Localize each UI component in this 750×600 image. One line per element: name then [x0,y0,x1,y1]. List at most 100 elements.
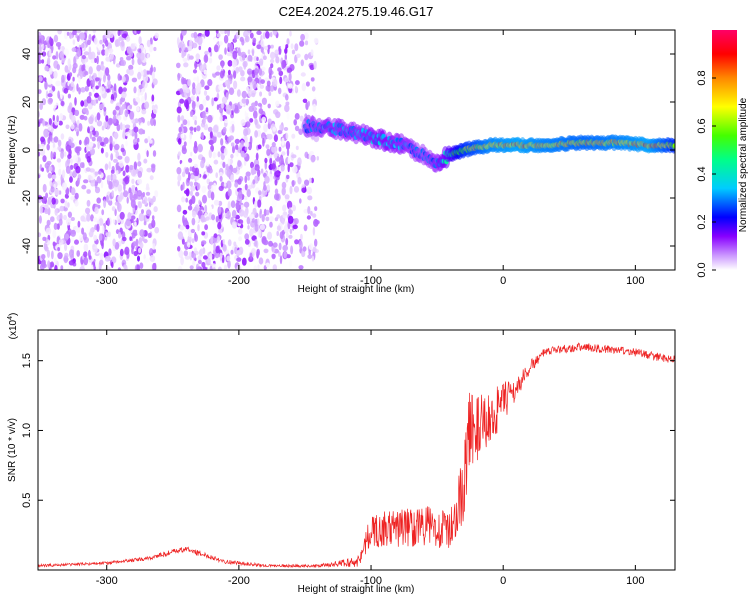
snr-panel: -300 -200 -100 0 100 0.5 1.0 1.5 Height of str… [7,313,676,595]
spectrogram-noise-blob [104,255,110,262]
spectrogram-noise-blob [233,70,237,79]
spectrogram-noise-blob [202,99,207,107]
spectrogram-noise-blob [146,150,149,158]
spectrogram-noise-blob [88,141,94,148]
spectrogram-noise-blob [184,255,191,260]
spectrogram-noise-blob [59,205,65,212]
snr-multiplier: (x104) [7,313,19,340]
spectrogram-noise-blob [244,30,251,36]
spectrogram-noise-blob [137,255,140,262]
spectrogram-noise-blob [188,55,194,60]
spectrogram-noise-blob [295,145,299,151]
spectrogram-noise-blob [102,35,106,40]
spectrogram-noise-blob [267,133,273,140]
spectrogram-noise-blob [316,156,319,161]
spectrogram-noise-blob [181,196,186,203]
spectrogram-noise-blob [204,204,208,214]
spectrogram-noise-blob [218,229,223,234]
spectrogram-noise-blob [144,92,147,101]
spectrogram-noise-blob [233,104,239,114]
spectrogram-noise-blob [181,238,185,245]
spectrogram-noise-blob [52,102,57,109]
spectrogram-noise-blob [146,167,152,173]
spectrogram-noise-blob [75,127,78,132]
spectrogram-noise-blob [66,31,70,36]
spectrogram-noise-blob [290,245,294,255]
spectrogram-noise-blob [48,67,53,75]
snr-x-label: Height of straight line (km) [298,584,415,595]
spectrogram-noise-blob [120,192,124,200]
spectrogram-noise-blob [71,115,76,123]
spectrogram-noise-blob [254,239,257,247]
spectrogram-noise-blob [296,53,301,59]
spectrogram-noise-blob [133,86,137,94]
spectrogram-noise-blob [110,173,114,182]
spectrogram-noise-blob [240,204,244,210]
spectrogram-noise-blob [39,43,42,52]
spectrogram-noise-blob [294,239,299,245]
spectrogram-noise-blob [275,56,280,64]
spectrogram-noise-blob [57,30,62,35]
spectrogram-noise-blob [309,177,312,183]
spectrogram-noise-blob [95,77,100,82]
spectrogram-noise-blob [143,158,148,164]
spectrogram-noise-blob [207,114,213,123]
spectrogram-noise-blob [67,264,72,270]
spectrogram-noise-blob [208,57,213,64]
spectrogram-noise-blob [39,102,43,110]
spectrogram-noise-blob [183,250,188,257]
spectrogram-noise-blob [91,79,95,88]
spectrogram-noise-blob [310,77,315,82]
spectrogram-noise-blob [63,206,68,212]
spectrogram-noise-blob [118,86,123,95]
spectrogram-noise-blob [136,217,139,226]
svg-text:(x104): (x104) [7,313,19,340]
spectrogram-noise-blob [40,148,46,157]
spectrogram-noise-blob [284,104,290,113]
spectrogram-noise-blob [189,265,194,270]
spectrogram-noise-blob [226,211,232,220]
spectrogram-noise-blob [314,220,320,225]
spectrogram-noise-blob [257,144,262,150]
spectrogram-noise-blob [38,38,42,46]
snr-multiplier-base: (x10 [8,319,19,339]
spectrogram-noise-blob [50,153,54,159]
spectrogram-noise-blob [75,33,78,39]
spectrogram-noise-blob [314,206,318,212]
spectrogram-noise-blob [83,243,89,252]
spectrogram-noise-blob [286,174,290,180]
spectrogram-noise-blob [119,98,123,105]
spectrogram-noise-blob [291,154,297,159]
spectrogram-noise-blob [108,32,114,39]
spectrogram-noise-blob [245,121,251,128]
spectrogram-noise-blob [90,264,94,270]
spectrogram-noise-blob [149,175,154,181]
spectrogram-noise-blob [183,114,189,120]
spectrogram-noise-blob [147,232,152,239]
spectrogram-noise-blob [245,86,249,92]
spectrogram-noise-blob [238,66,243,73]
spectrogram-noise-blob [191,195,196,205]
spectrogram-noise-blob [190,228,196,234]
spectrogram-noise-blob [240,51,246,57]
spectrogram-noise-blob [260,46,264,53]
spectrogram-noise-blob [277,87,282,95]
spectrogram-noise-blob [65,144,72,152]
spectrogram-noise-blob [241,98,247,104]
spectrogram-noise-blob [298,265,304,270]
spectrogram-noise-blob [53,136,59,143]
spectrogram-noise-blob [96,220,100,225]
x-tick-label: -300 [96,575,118,587]
spectrogram-noise-blob [38,215,42,224]
spectrogram-noise-blob [84,71,89,76]
spectrogram-noise-blob [289,259,293,268]
spectrogram-noise-blob [187,205,193,211]
spectrogram-noise-blob [136,264,140,270]
spectrogram-noise-blob [208,205,213,212]
spectrogram-noise-blob [117,115,122,121]
spectrogram-noise-blob [38,151,41,157]
spectrogram-noise-blob [284,194,290,200]
spectrogram-noise-blob [215,30,219,34]
spectrogram-noise-blob [294,43,299,52]
spectrogram-noise-blob [240,76,246,82]
